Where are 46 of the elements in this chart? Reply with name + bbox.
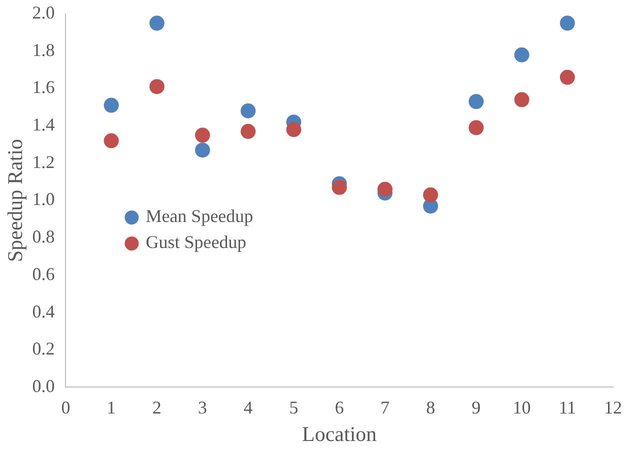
x-tick-label: 8 [426,398,436,418]
x-tick-label: 2 [152,398,162,418]
y-axis-title: Speedup Ratio [3,138,28,262]
point [104,98,119,113]
x-tick-label: 1 [106,398,116,418]
point [560,70,575,85]
y-tick-label: 0.4 [32,301,55,322]
x-tick-label: 5 [289,398,298,418]
point [195,142,210,158]
y-tick-label: 1.0 [32,189,55,210]
point [468,94,484,110]
y-tick-label: 1.2 [32,152,55,172]
y-tick-label: 0.0 [32,376,55,396]
x-tick-label: 6 [334,398,344,418]
x-tick-label: 9 [472,398,481,418]
x-tick-label: 4 [244,398,253,418]
y-tick-label: 0.8 [32,226,55,247]
point [240,124,256,139]
point [514,92,530,108]
x-tick-label: 10 [512,398,531,418]
legend-label: Gust Speedup [146,232,246,252]
point [377,182,392,197]
x-tick-label: 7 [380,398,390,418]
point [514,47,530,62]
x-tick-label: 11 [558,398,576,418]
point [468,120,484,136]
y-tick-label: 1.4 [32,114,55,135]
point [104,133,119,148]
y-tick-label: 1.8 [32,40,55,60]
y-tick-label: 0.6 [32,264,55,284]
point [286,122,302,138]
y-tick-label: 2.0 [32,2,55,23]
point [149,79,164,94]
legend-label: Mean Speedup [146,206,254,226]
point [240,103,256,118]
point [332,180,347,195]
y-tick-label: 1.6 [32,77,55,98]
x-tick-label: 3 [198,398,208,418]
y-tick-label: 0.2 [32,338,55,359]
x-tick-label: 0 [61,398,70,418]
point [560,16,575,31]
point [149,16,164,31]
x-tick-label: 12 [604,398,622,418]
point [195,128,210,143]
x-axis-title: Location [302,422,378,446]
point [423,187,438,202]
